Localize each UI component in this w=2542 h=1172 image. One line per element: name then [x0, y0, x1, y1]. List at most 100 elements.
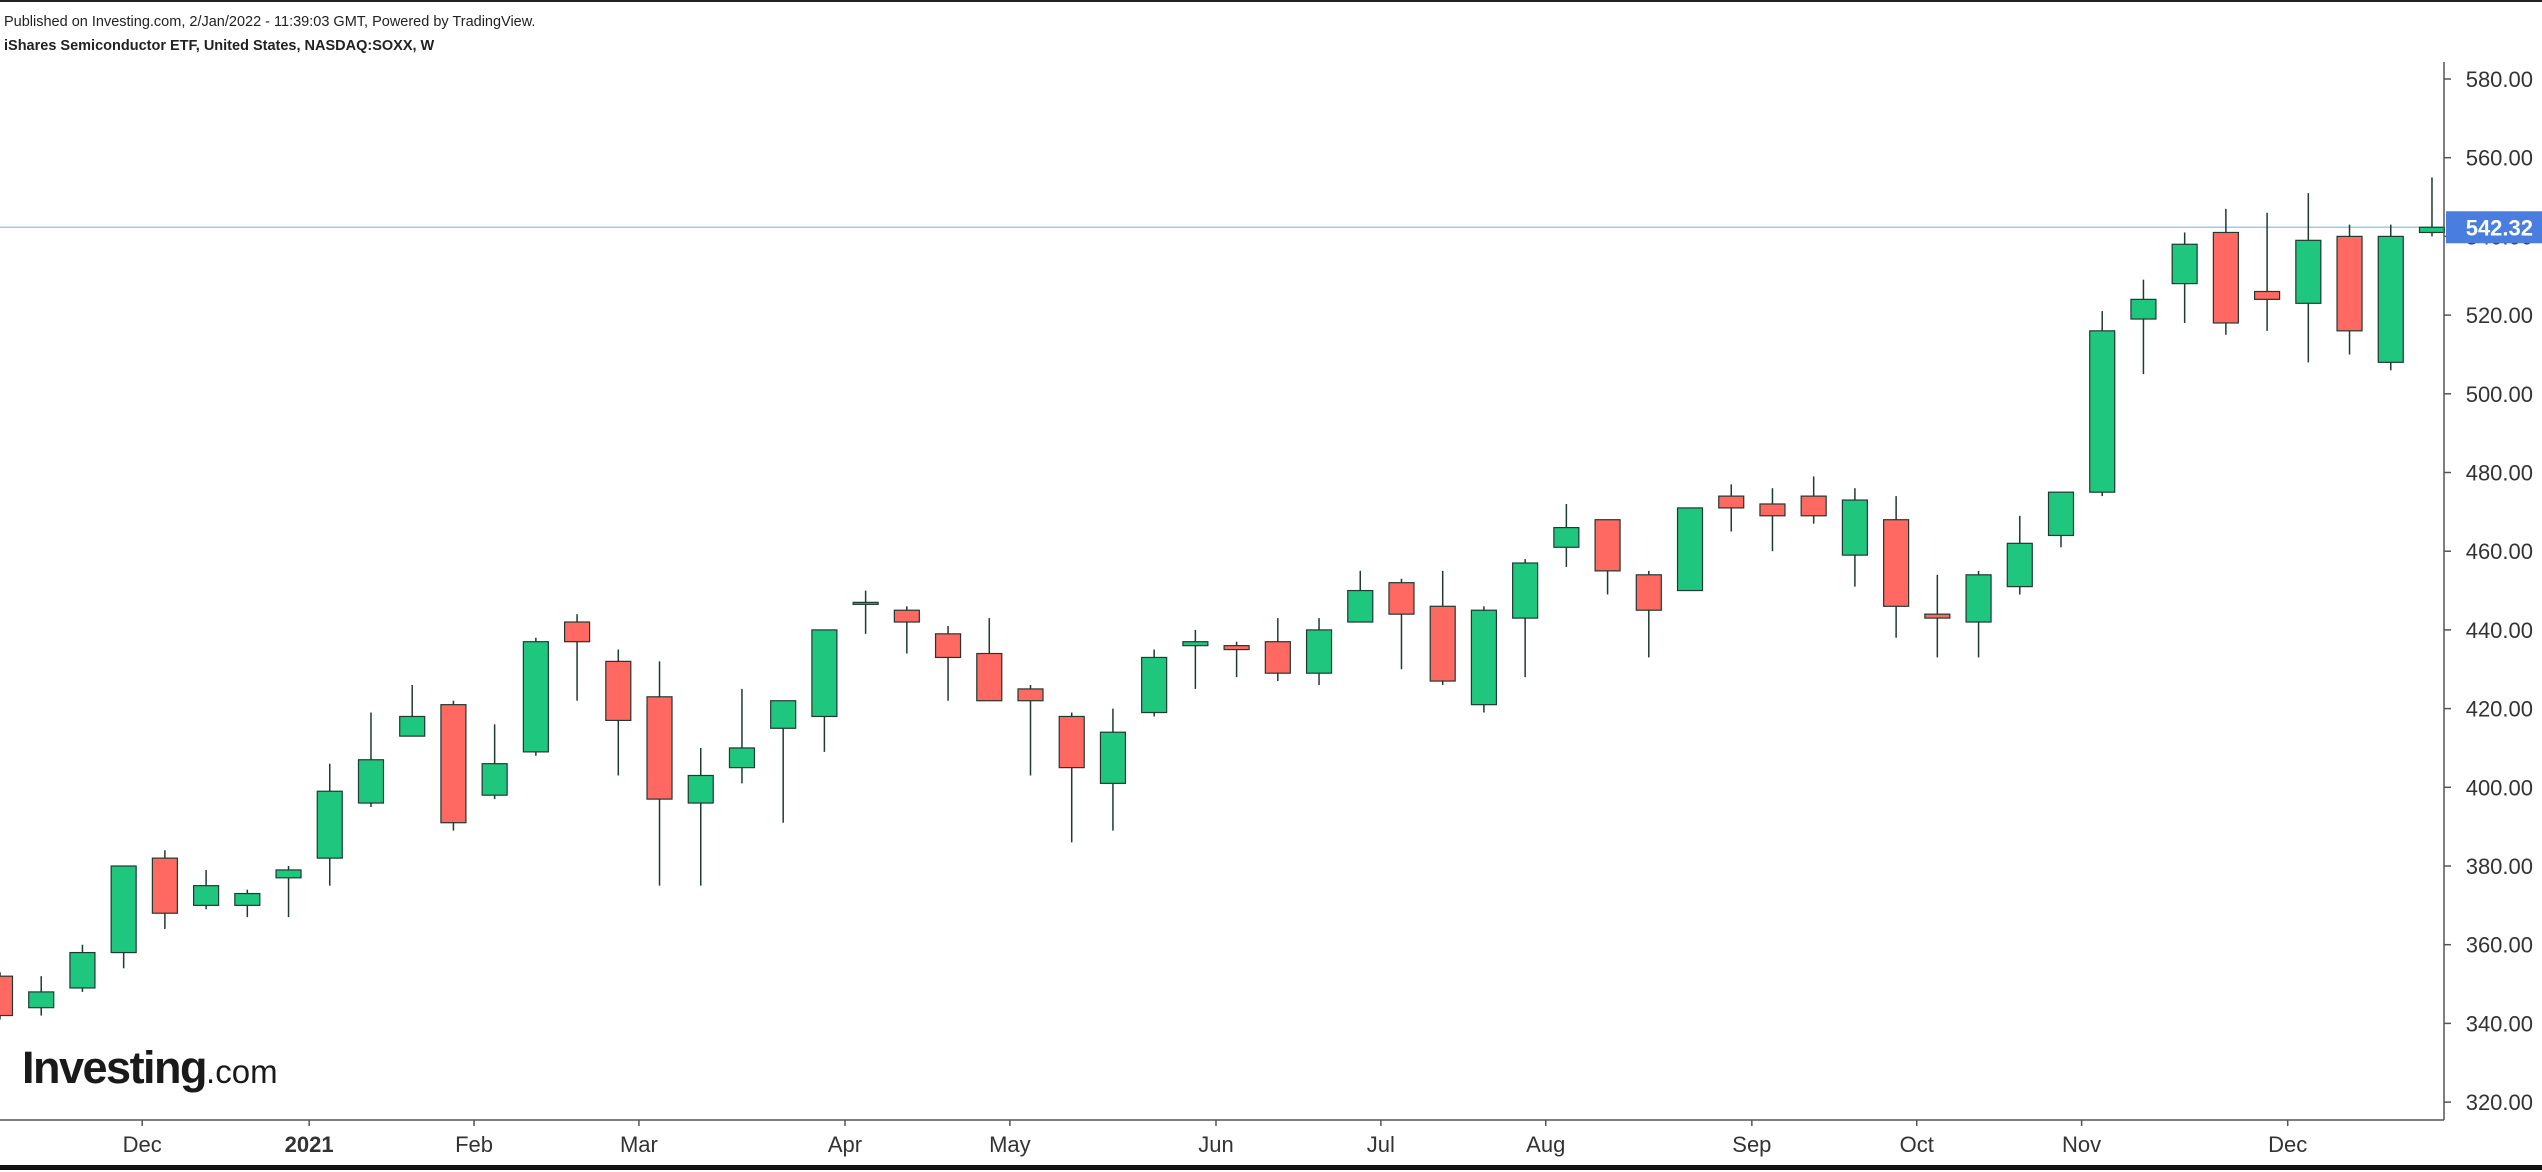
symbol-line: iShares Semiconductor ETF, United States…: [4, 38, 435, 54]
candle[interactable]: [399, 684, 426, 737]
candle[interactable]: [0, 972, 14, 1020]
candle[interactable]: [1058, 712, 1085, 843]
candle[interactable]: [1388, 578, 1415, 670]
candle-body-up: [728, 747, 756, 769]
candle-body-up: [687, 774, 714, 804]
candle-body-down: [1223, 645, 1250, 651]
candle[interactable]: [1883, 496, 1910, 638]
candle[interactable]: [2377, 224, 2404, 371]
candle[interactable]: [811, 629, 838, 752]
candle[interactable]: [646, 661, 673, 886]
candle[interactable]: [357, 712, 385, 807]
investing-logo: Investing.com: [22, 1042, 278, 1094]
candle[interactable]: [687, 747, 714, 886]
candle[interactable]: [1676, 507, 1704, 592]
candle-body-up: [316, 790, 343, 859]
x-tick-label: Apr: [828, 1132, 862, 1157]
candle-body-down: [2254, 290, 2281, 300]
x-tick-label: Oct: [1900, 1132, 1934, 1157]
x-tick-label: Sep: [1732, 1132, 1771, 1157]
candle[interactable]: [852, 590, 879, 634]
candle[interactable]: [1635, 570, 1662, 658]
candle[interactable]: [728, 688, 756, 784]
logo-text: Investing: [22, 1042, 208, 1093]
candle[interactable]: [69, 944, 96, 992]
candle[interactable]: [1429, 570, 1456, 685]
candle[interactable]: [440, 700, 467, 831]
candle[interactable]: [2295, 193, 2322, 363]
candles-layer: [0, 177, 2446, 1020]
candle[interactable]: [1512, 559, 1539, 678]
candle[interactable]: [1305, 618, 1333, 685]
candle[interactable]: [1099, 708, 1127, 831]
candle-body-up: [234, 892, 261, 906]
candle[interactable]: [1017, 684, 1044, 776]
candle[interactable]: [28, 976, 55, 1016]
candle[interactable]: [2254, 212, 2281, 331]
candle-body-up: [399, 715, 426, 737]
candle[interactable]: [1470, 606, 1498, 713]
candle[interactable]: [234, 889, 261, 918]
candle-body-up: [1470, 609, 1498, 706]
y-tick-label: 560.00: [2466, 146, 2533, 171]
candle[interactable]: [893, 606, 920, 654]
candle[interactable]: [1141, 649, 1168, 717]
candle-body-up: [2006, 542, 2033, 588]
candle[interactable]: [2418, 177, 2446, 237]
candle[interactable]: [770, 700, 797, 823]
candle[interactable]: [1965, 570, 1992, 658]
candle[interactable]: [1841, 488, 1869, 587]
x-tick-label: Dec: [123, 1132, 162, 1157]
candle-body-down: [1635, 574, 1662, 611]
candle[interactable]: [2130, 279, 2157, 375]
candle[interactable]: [193, 869, 220, 910]
candle[interactable]: [275, 866, 302, 918]
candle[interactable]: [316, 763, 343, 886]
candle[interactable]: [2047, 491, 2075, 548]
candle[interactable]: [1800, 476, 1827, 524]
candle[interactable]: [2089, 311, 2116, 497]
candle-body-up: [110, 865, 137, 954]
candle-body-down: [1883, 519, 1910, 607]
candle[interactable]: [563, 614, 591, 701]
candle-body-down: [1594, 519, 1621, 572]
candle-body-up: [275, 869, 302, 879]
candle[interactable]: [522, 637, 549, 756]
candle[interactable]: [151, 850, 178, 929]
logo-suffix: .com: [206, 1053, 278, 1090]
candle-body-down: [563, 621, 591, 643]
candle[interactable]: [1759, 488, 1786, 552]
candle[interactable]: [934, 625, 962, 701]
candle[interactable]: [1924, 574, 1951, 658]
price-axis: 580.00560.00540.00520.00500.00480.00460.…: [2443, 62, 2542, 1120]
candle[interactable]: [110, 865, 137, 969]
candle[interactable]: [976, 618, 1003, 702]
candle[interactable]: [2006, 515, 2033, 595]
candle-body-up: [2171, 243, 2198, 285]
candle[interactable]: [2171, 232, 2198, 323]
y-tick-label: 480.00: [2466, 461, 2533, 486]
candle-body-down: [934, 633, 962, 659]
candle[interactable]: [1264, 618, 1291, 682]
candle-body-down: [0, 975, 14, 1017]
candle-body-up: [193, 885, 220, 906]
candle[interactable]: [2336, 224, 2363, 355]
candle[interactable]: [1223, 641, 1250, 678]
candle-body-up: [2418, 226, 2446, 234]
candle[interactable]: [1182, 629, 1209, 689]
candle-body-down: [1924, 613, 1951, 619]
time-axis: Dec 2021 Feb Mar Apr May Jun Jul Aug Sep Oct Nov Dec: [0, 1119, 2444, 1157]
candle[interactable]: [1594, 519, 1621, 595]
candle-body-up: [1141, 656, 1168, 714]
candle[interactable]: [1718, 484, 1745, 532]
candle[interactable]: [2212, 208, 2239, 335]
candle[interactable]: [481, 724, 508, 800]
candle-body-down: [1264, 641, 1291, 674]
candle[interactable]: [1347, 570, 1374, 623]
candle-body-up: [811, 629, 838, 718]
candle[interactable]: [605, 649, 632, 776]
candle-body-down: [646, 696, 673, 800]
y-tick-label: 420.00: [2466, 697, 2533, 722]
candle[interactable]: [1553, 503, 1580, 567]
